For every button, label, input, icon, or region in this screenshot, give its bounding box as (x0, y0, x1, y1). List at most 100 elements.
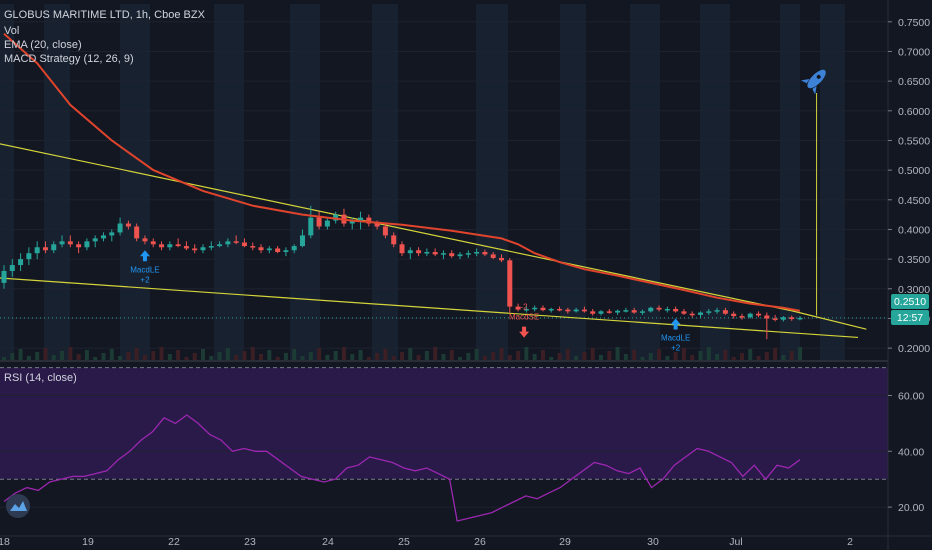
time-axis[interactable]: 18 19 22 23 24 25 26 29 30 Jul 2 (0, 535, 932, 548)
candle-body[interactable] (457, 254, 463, 257)
candle-body[interactable] (598, 311, 604, 314)
candle-body[interactable] (615, 310, 621, 313)
candle-body[interactable] (42, 247, 48, 251)
candle-body[interactable] (26, 253, 32, 260)
candle-body[interactable] (573, 309, 579, 312)
candle-body[interactable] (76, 244, 82, 248)
candle-body[interactable] (664, 308, 670, 311)
candle-body[interactable] (714, 310, 720, 312)
candle-body[interactable] (9, 265, 15, 271)
candle-body[interactable] (656, 307, 662, 310)
candle-body[interactable] (416, 250, 422, 254)
candle-body[interactable] (366, 217, 372, 224)
candle-body[interactable] (689, 313, 695, 316)
candle-body[interactable] (374, 223, 380, 227)
macd-legend[interactable]: MACD Strategy (12, 26, 9) (4, 53, 134, 65)
candle-body[interactable] (731, 313, 737, 317)
candle-body[interactable] (507, 260, 513, 307)
trendline[interactable] (0, 274, 859, 339)
candle-body[interactable] (250, 246, 256, 248)
candle-body[interactable] (208, 246, 214, 248)
candle-body[interactable] (548, 308, 554, 311)
tradingview-logo-icon[interactable] (6, 494, 30, 518)
candle-body[interactable] (316, 217, 322, 227)
candle-body[interactable] (134, 226, 140, 239)
candle-body[interactable] (217, 244, 223, 247)
candle-body[interactable] (681, 311, 687, 314)
candle-body[interactable] (358, 217, 364, 221)
candle-body[interactable] (407, 250, 413, 254)
candle-body[interactable] (241, 242, 247, 247)
candle-body[interactable] (300, 235, 305, 247)
vol-legend[interactable]: Vol (4, 25, 19, 37)
macd-long-signal[interactable]: MacdLE+2 (661, 318, 690, 353)
candle-body[interactable] (233, 241, 239, 243)
ema-line[interactable] (3, 32, 801, 312)
candle-body[interactable] (673, 308, 679, 312)
candle-body[interactable] (772, 318, 778, 320)
candle-body[interactable] (391, 235, 397, 245)
candle-body[interactable] (382, 226, 388, 236)
candle-body[interactable] (789, 317, 795, 320)
candle-body[interactable] (192, 248, 198, 251)
candle-body[interactable] (283, 250, 289, 253)
rsi-line[interactable] (3, 414, 801, 522)
candle-body[interactable] (51, 244, 57, 251)
candle-body[interactable] (59, 241, 65, 245)
candle-body[interactable] (581, 309, 587, 312)
candle-body[interactable] (34, 247, 40, 254)
candle-body[interactable] (490, 254, 496, 258)
candle-body[interactable] (780, 317, 786, 320)
symbol-title[interactable]: GLOBUS MARITIME LTD, 1h, Cboe BZX (4, 9, 206, 21)
candle-body[interactable] (167, 244, 173, 248)
candle-body[interactable] (465, 253, 471, 255)
candle-body[interactable] (764, 315, 770, 319)
candle-body[interactable] (1, 271, 7, 283)
candle-body[interactable] (266, 248, 272, 251)
candle-body[interactable] (67, 241, 73, 245)
candle-body[interactable] (432, 252, 438, 255)
candle-body[interactable] (92, 238, 98, 242)
price-axis[interactable]: 0.7500 0.7000 0.6500 0.6000 0.5500 0.5000 0.45… (887, 0, 932, 550)
candle-body[interactable] (523, 308, 529, 311)
candle-body[interactable] (623, 310, 629, 312)
candle-body[interactable] (722, 310, 728, 314)
candle-body[interactable] (183, 246, 189, 249)
candle-body[interactable] (499, 257, 504, 261)
candle-body[interactable] (109, 232, 115, 236)
candle-body[interactable] (639, 311, 645, 313)
macd-long-signal[interactable]: MacdLE+2 (130, 250, 160, 284)
candle-body[interactable] (291, 246, 297, 251)
candle-body[interactable] (532, 307, 538, 310)
candle-body[interactable] (606, 311, 612, 313)
candle-body[interactable] (117, 223, 123, 233)
candle-body[interactable] (698, 312, 703, 315)
candle-body[interactable] (706, 311, 712, 313)
candle-body[interactable] (797, 317, 803, 320)
candle-body[interactable] (449, 253, 455, 257)
candle-body[interactable] (590, 311, 596, 314)
candle-body[interactable] (756, 313, 762, 316)
candle-body[interactable] (540, 307, 546, 311)
candle-body[interactable] (565, 309, 571, 312)
candle-body[interactable] (648, 307, 654, 312)
candle-body[interactable] (125, 223, 131, 227)
candle-body[interactable] (324, 220, 330, 227)
candle-body[interactable] (399, 244, 405, 254)
candle-body[interactable] (175, 244, 181, 247)
candle-body[interactable] (482, 252, 488, 255)
candle-body[interactable] (747, 313, 753, 318)
candle-body[interactable] (258, 247, 264, 251)
candle-body[interactable] (349, 220, 355, 224)
candle-body[interactable] (739, 316, 745, 318)
trendline[interactable] (791, 310, 867, 330)
candle-body[interactable] (474, 252, 480, 254)
candle-body[interactable] (557, 308, 563, 311)
candle-body[interactable] (275, 248, 281, 253)
candle-body[interactable] (631, 310, 637, 313)
candle-body[interactable] (515, 306, 521, 310)
candle-body[interactable] (142, 238, 148, 242)
rsi-pane[interactable] (0, 367, 888, 522)
